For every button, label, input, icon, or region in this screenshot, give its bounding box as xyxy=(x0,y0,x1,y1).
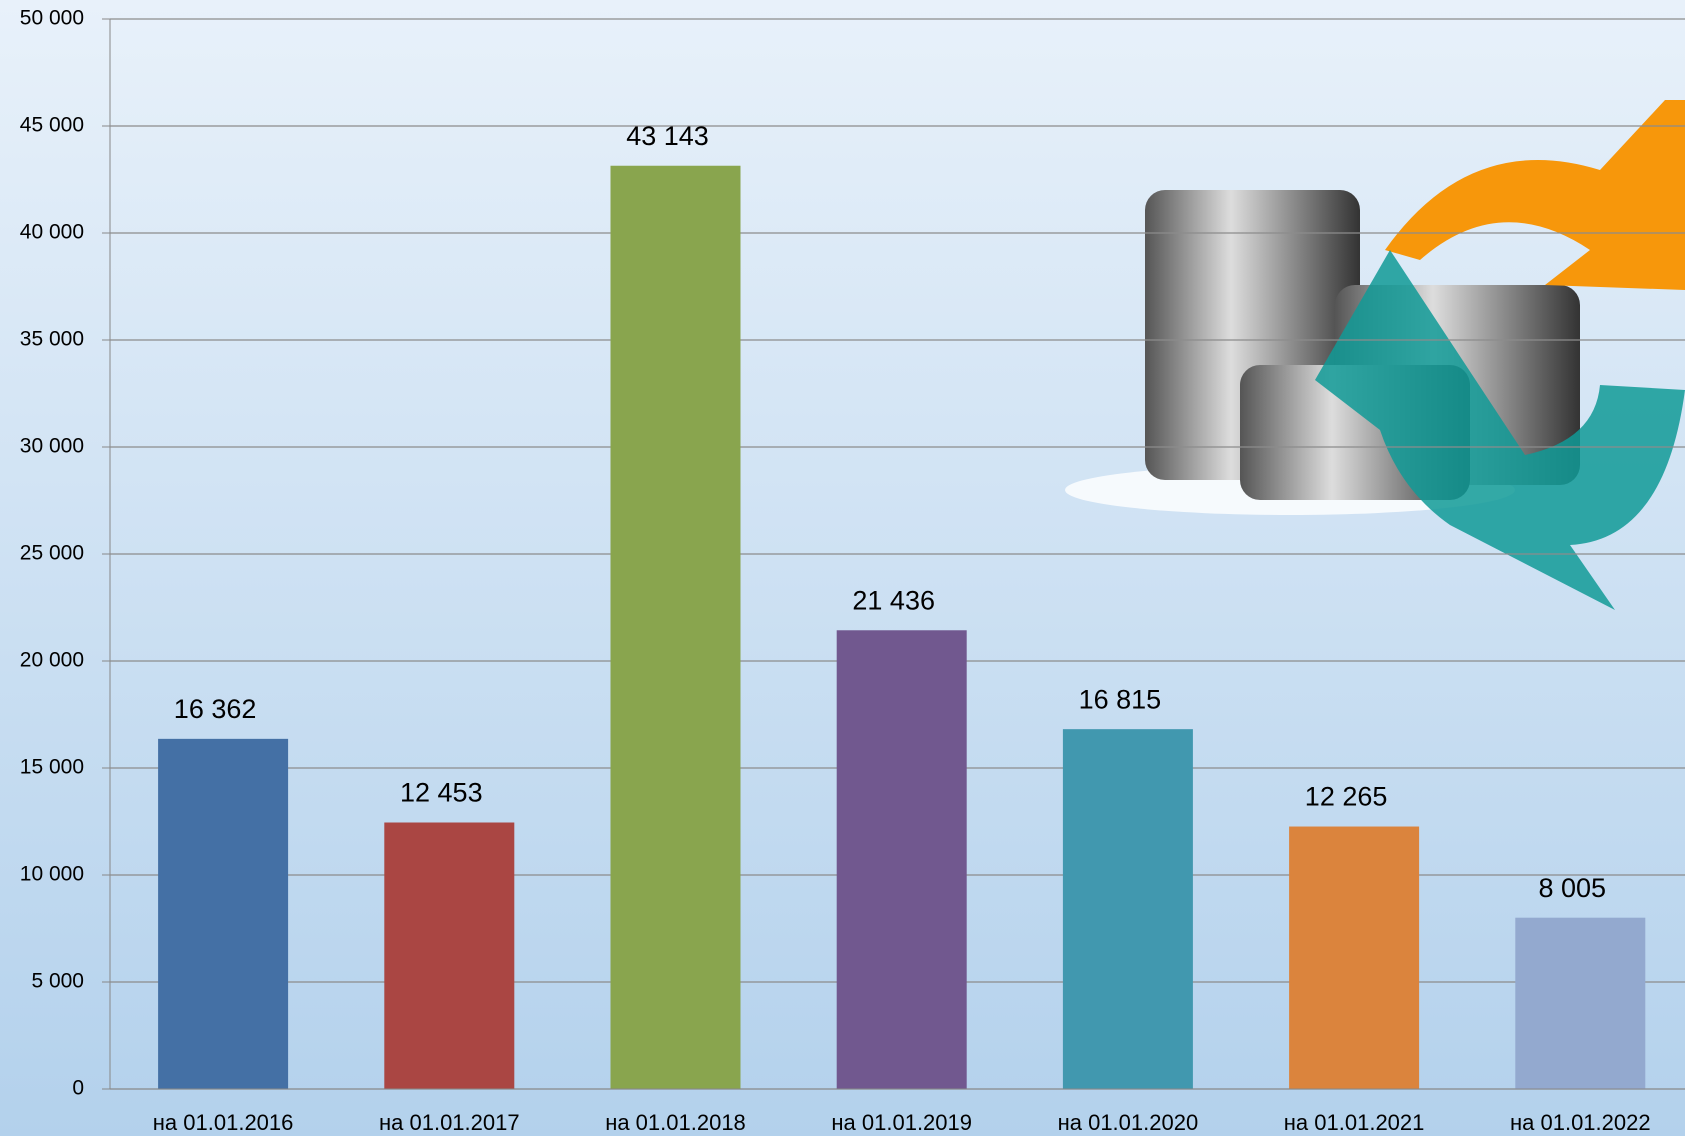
x-tick-label: на 01.01.2016 xyxy=(153,1110,294,1135)
bar xyxy=(837,630,967,1089)
x-tick-label: на 01.01.2020 xyxy=(1058,1110,1199,1135)
bar xyxy=(384,823,514,1089)
value-label: 8 005 xyxy=(1539,873,1607,903)
y-tick-label: 15 000 xyxy=(20,756,84,779)
value-label: 43 143 xyxy=(626,121,709,151)
x-tick-label: на 01.01.2019 xyxy=(831,1110,972,1135)
bar xyxy=(158,739,288,1089)
chart: 0 5 000 10 000 15 000 20 000 25 000 30 000 35 0… xyxy=(0,0,1685,1136)
value-label: 16 362 xyxy=(174,694,257,724)
value-label: 16 815 xyxy=(1079,684,1162,714)
y-tick-label: 40 000 xyxy=(20,221,84,244)
bar xyxy=(1063,729,1193,1089)
y-tick-label: 0 xyxy=(72,1077,84,1100)
y-tick-label: 20 000 xyxy=(20,649,84,672)
x-tick-label: на 01.01.2017 xyxy=(379,1110,520,1135)
bar xyxy=(1289,827,1419,1089)
value-label: 21 436 xyxy=(852,585,935,615)
x-tick-label: на 01.01.2021 xyxy=(1284,1110,1425,1135)
x-tick-label: на 01.01.2018 xyxy=(605,1110,746,1135)
y-tick-label: 10 000 xyxy=(20,863,84,886)
bar xyxy=(1515,918,1645,1089)
y-tick-label: 30 000 xyxy=(20,435,84,458)
y-tick-label: 35 000 xyxy=(20,328,84,351)
y-tick-label: 45 000 xyxy=(20,114,84,137)
value-label: 12 265 xyxy=(1305,782,1388,812)
bar xyxy=(611,166,741,1089)
y-tick-label: 5 000 xyxy=(31,970,84,993)
x-tick-label: на 01.01.2022 xyxy=(1510,1110,1651,1135)
y-tick-label: 50 000 xyxy=(20,7,84,30)
value-label: 12 453 xyxy=(400,778,483,808)
y-tick-label: 25 000 xyxy=(20,542,84,565)
